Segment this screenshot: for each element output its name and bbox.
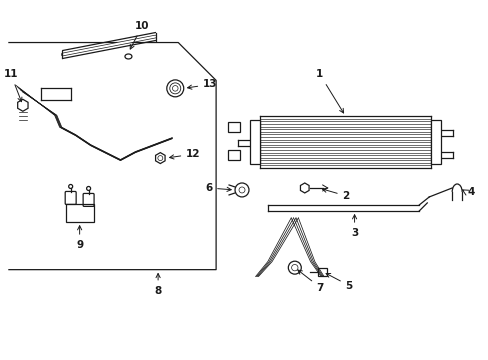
Bar [227, 150, 240, 160]
Text: 8: 8 [154, 274, 162, 296]
Circle shape [288, 261, 301, 274]
FancyBboxPatch shape [83, 193, 94, 206]
Text: 6: 6 [204, 183, 231, 193]
Circle shape [68, 184, 73, 189]
Text: 3: 3 [350, 215, 358, 238]
Text: 11: 11 [3, 69, 22, 102]
Text: 12: 12 [169, 149, 200, 159]
Text: 5: 5 [325, 274, 352, 291]
Bar [249, 120, 260, 164]
Text: 2: 2 [322, 188, 349, 201]
Text: 7: 7 [297, 270, 324, 293]
Text: 4: 4 [466, 187, 473, 197]
Circle shape [169, 83, 181, 94]
Bar [227, 122, 240, 132]
Bar [430, 120, 440, 164]
Circle shape [86, 186, 90, 190]
Circle shape [166, 80, 183, 97]
Text: 1: 1 [316, 69, 343, 113]
FancyBboxPatch shape [65, 192, 76, 204]
Circle shape [291, 265, 297, 271]
Text: 10: 10 [130, 21, 149, 49]
Text: 13: 13 [187, 79, 217, 89]
Bar [65, 204, 93, 222]
Circle shape [158, 156, 163, 161]
Text: 9: 9 [76, 226, 83, 250]
Bar [317, 268, 326, 276]
Circle shape [235, 183, 248, 197]
Circle shape [239, 187, 244, 193]
Ellipse shape [125, 54, 132, 59]
Circle shape [172, 86, 178, 91]
